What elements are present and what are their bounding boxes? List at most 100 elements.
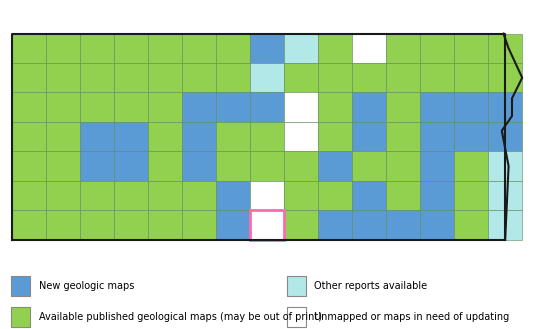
Bar bbox=[287, 276, 306, 296]
Bar bbox=[420, 34, 454, 63]
Bar bbox=[284, 63, 318, 92]
Bar bbox=[182, 181, 216, 210]
Bar bbox=[420, 122, 454, 151]
Bar bbox=[11, 276, 30, 296]
Bar bbox=[46, 63, 80, 92]
Bar bbox=[420, 151, 454, 181]
Bar bbox=[46, 92, 80, 122]
Bar bbox=[488, 181, 522, 210]
Bar bbox=[454, 92, 488, 122]
Text: Unmapped or maps in need of updating: Unmapped or maps in need of updating bbox=[314, 312, 509, 322]
Bar bbox=[148, 92, 182, 122]
Bar bbox=[454, 181, 488, 210]
Bar bbox=[148, 210, 182, 240]
Bar bbox=[386, 63, 420, 92]
Bar bbox=[216, 151, 250, 181]
Bar bbox=[318, 181, 352, 210]
Bar bbox=[420, 210, 454, 240]
Bar bbox=[12, 34, 46, 63]
Bar bbox=[454, 63, 488, 92]
Bar bbox=[352, 210, 386, 240]
Bar bbox=[114, 92, 148, 122]
Bar bbox=[12, 122, 46, 151]
Bar bbox=[352, 181, 386, 210]
Bar bbox=[182, 151, 216, 181]
Bar bbox=[114, 63, 148, 92]
Bar bbox=[114, 34, 148, 63]
Bar bbox=[46, 122, 80, 151]
Bar bbox=[352, 92, 386, 122]
Bar bbox=[250, 92, 284, 122]
Bar bbox=[488, 122, 522, 151]
Bar bbox=[80, 34, 114, 63]
Bar bbox=[488, 92, 522, 122]
Text: New geologic maps: New geologic maps bbox=[39, 281, 134, 291]
Bar bbox=[386, 122, 420, 151]
Bar bbox=[352, 34, 386, 63]
Bar bbox=[454, 210, 488, 240]
Bar bbox=[250, 181, 284, 210]
Bar bbox=[284, 210, 318, 240]
Bar bbox=[182, 34, 216, 63]
Bar bbox=[420, 63, 454, 92]
Bar bbox=[80, 92, 114, 122]
Bar bbox=[182, 63, 216, 92]
Bar bbox=[46, 34, 80, 63]
Bar bbox=[148, 63, 182, 92]
Bar bbox=[216, 34, 250, 63]
Bar bbox=[80, 63, 114, 92]
Bar bbox=[46, 151, 80, 181]
Bar bbox=[318, 210, 352, 240]
Bar bbox=[318, 122, 352, 151]
Bar bbox=[114, 122, 148, 151]
Bar bbox=[386, 34, 420, 63]
Bar bbox=[12, 181, 46, 210]
Bar bbox=[284, 122, 318, 151]
Bar bbox=[287, 307, 306, 327]
Bar bbox=[12, 63, 46, 92]
Bar bbox=[250, 122, 284, 151]
Bar bbox=[216, 122, 250, 151]
Bar bbox=[488, 63, 522, 92]
Bar bbox=[352, 122, 386, 151]
Bar bbox=[148, 151, 182, 181]
Bar bbox=[114, 151, 148, 181]
Bar bbox=[352, 151, 386, 181]
Bar bbox=[250, 151, 284, 181]
Bar bbox=[250, 34, 284, 63]
Bar bbox=[318, 63, 352, 92]
Bar bbox=[454, 34, 488, 63]
Bar bbox=[182, 210, 216, 240]
Bar bbox=[386, 151, 420, 181]
Bar bbox=[250, 63, 284, 92]
Bar bbox=[12, 151, 46, 181]
Bar bbox=[148, 34, 182, 63]
Bar bbox=[488, 151, 522, 181]
Bar bbox=[114, 181, 148, 210]
Bar bbox=[216, 181, 250, 210]
Bar bbox=[318, 92, 352, 122]
Bar bbox=[216, 92, 250, 122]
Bar bbox=[12, 210, 46, 240]
Bar bbox=[386, 92, 420, 122]
Bar bbox=[284, 34, 318, 63]
Bar bbox=[182, 92, 216, 122]
Bar bbox=[386, 210, 420, 240]
Bar bbox=[488, 210, 522, 240]
Bar bbox=[284, 181, 318, 210]
Bar bbox=[80, 151, 114, 181]
Bar bbox=[488, 34, 522, 63]
Bar bbox=[284, 92, 318, 122]
Bar bbox=[216, 210, 250, 240]
Bar bbox=[352, 63, 386, 92]
Bar bbox=[420, 181, 454, 210]
Bar bbox=[386, 181, 420, 210]
Bar bbox=[454, 151, 488, 181]
Bar bbox=[182, 122, 216, 151]
Bar bbox=[80, 181, 114, 210]
Bar bbox=[148, 122, 182, 151]
Bar bbox=[318, 34, 352, 63]
Bar bbox=[12, 92, 46, 122]
Bar bbox=[250, 210, 284, 240]
Text: Available published geological maps (may be out of print): Available published geological maps (may… bbox=[39, 312, 322, 322]
